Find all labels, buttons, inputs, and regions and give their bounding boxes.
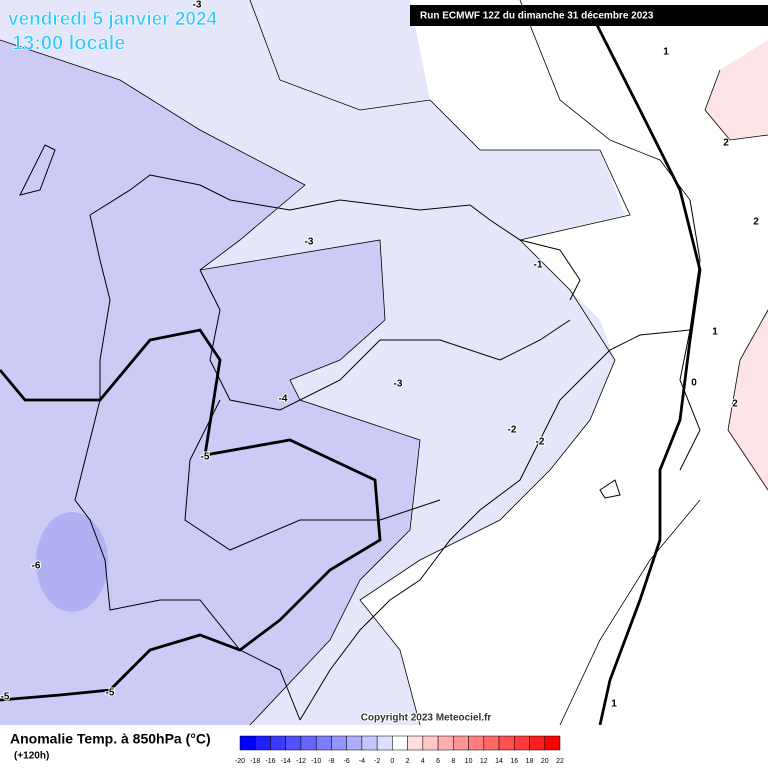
contour-label: -2 (536, 437, 545, 448)
scale-tick-label: 20 (541, 758, 549, 765)
color-swatch (331, 735, 347, 751)
scale-tick-label: -18 (250, 758, 260, 765)
scale-tick-label: -8 (328, 758, 334, 765)
scale-tick-label: 18 (526, 758, 534, 765)
color-swatch (437, 735, 454, 751)
contour-label: 0 (691, 378, 697, 389)
scale-tick-label: -12 (296, 758, 306, 765)
run-banner (410, 5, 768, 26)
contour-label: -4 (279, 394, 288, 405)
contour-label: 1 (712, 327, 718, 338)
scale-tick-label: 2 (406, 758, 410, 765)
lead-time: (+120h) (14, 751, 49, 762)
color-swatch (254, 735, 271, 751)
contour-line (0, 39, 421, 726)
contour-label: 2 (723, 138, 729, 149)
color-swatch (376, 735, 393, 751)
contour-label: 1 (663, 47, 669, 58)
scale-tick-label: -10 (311, 758, 321, 765)
scale-tick-label: 0 (390, 758, 394, 765)
scale-tick-label: -6 (344, 758, 350, 765)
valid-time: 13:00 locale (12, 32, 125, 54)
scale-tick-label: -4 (359, 758, 365, 765)
map: -3 -3 -1 -3 -4 -2 -2 -5 -6 -5 -5 1 2 2 1 0 2 1 (0, 0, 768, 726)
contour-label: -1 (534, 260, 543, 271)
color-swatch (361, 735, 378, 751)
scale-tick-label: 4 (421, 758, 425, 765)
color-swatch (407, 735, 424, 751)
contour-label: -5 (201, 452, 210, 463)
color-swatch (392, 735, 408, 751)
color-scale: -20 -18 -16 -14 -12 -10 -8 -6 -4 -2 0 2 4 6 8 10 12 14 16 1… (235, 735, 564, 765)
scale-tick-label: 6 (436, 758, 440, 765)
coastline (19, 144, 691, 721)
color-swatch (422, 735, 439, 751)
contour-label: 2 (732, 399, 738, 410)
color-swatch (300, 735, 317, 751)
contour-label: -3 (305, 237, 314, 248)
scale-tick-label: -16 (265, 758, 275, 765)
color-swatch (544, 735, 561, 751)
color-swatch (453, 735, 469, 751)
border (184, 199, 701, 551)
contour-line (249, 0, 631, 726)
zero-contour (0, 328, 382, 702)
scale-tick-label: -20 (235, 758, 245, 765)
scale-tick-label: 16 (510, 758, 518, 765)
scale-tick-label: 8 (451, 758, 455, 765)
scale-tick-label: -2 (374, 758, 380, 765)
color-swatch (346, 735, 363, 751)
color-swatch (514, 735, 530, 751)
valid-date: vendredi 5 janvier 2024 (8, 9, 218, 30)
anomaly-field (36, 512, 108, 612)
color-swatch (483, 735, 500, 751)
run-info: Run ECMWF 12Z du dimanche 31 décembre 20… (420, 11, 654, 22)
scale-tick-label: 22 (556, 758, 564, 765)
contour-label: -5 (1, 692, 10, 703)
anomaly-field (705, 40, 768, 140)
zero-contour (595, 24, 702, 726)
contour-label: -3 (394, 379, 403, 390)
contour-label: -3 (193, 0, 202, 11)
contour-label: -6 (32, 561, 41, 572)
contour-label: -5 (106, 688, 115, 699)
copyright: Copyright 2023 Meteociel.fr (361, 713, 492, 724)
contour-labels: -3 -3 -1 -3 -4 -2 -2 -5 -6 -5 -5 1 2 2 1 0 2 1 (0, 0, 760, 711)
color-swatch (285, 735, 302, 751)
scale-tick-label: 14 (495, 758, 503, 765)
contour-label: 1 (611, 699, 617, 710)
color-swatch (529, 735, 546, 751)
color-swatch (239, 735, 256, 751)
color-swatch (270, 735, 286, 751)
scale-tick-label: 12 (480, 758, 488, 765)
contour-label: 2 (753, 217, 759, 228)
scale-tick-label: 10 (465, 758, 473, 765)
color-swatch (315, 735, 332, 751)
scale-tick-label: -14 (281, 758, 291, 765)
contour-line (519, 0, 768, 726)
legend-title: Anomalie Temp. à 850hPa (°C) (10, 731, 211, 747)
contour-label: -2 (508, 425, 517, 436)
anomaly-field (360, 0, 768, 725)
color-swatch (468, 735, 485, 751)
color-swatch (498, 735, 515, 751)
